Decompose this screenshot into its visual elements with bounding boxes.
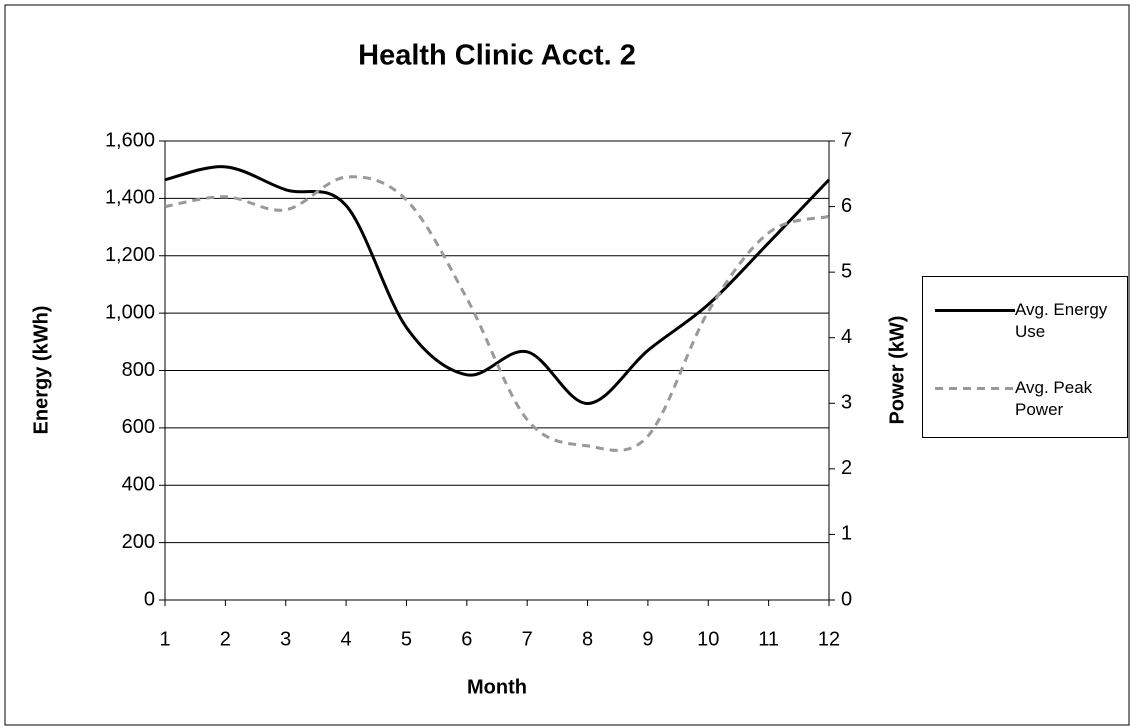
y2-tick-label: 6 [841, 195, 852, 217]
legend-label: Avg. Energy Use [1015, 300, 1108, 341]
x-tick-label: 3 [280, 628, 291, 650]
y2-tick-label: 3 [841, 392, 852, 414]
chart-border [4, 4, 1130, 726]
y2-tick-label: 5 [841, 260, 852, 282]
x-tick-label: 10 [697, 628, 719, 650]
x-tick-label: 12 [818, 628, 840, 650]
y-tick-label: 1,600 [105, 129, 155, 151]
x-tick-label: 11 [758, 628, 779, 650]
y-tick-label: 1,200 [105, 244, 155, 266]
x-tick-label: 2 [220, 628, 231, 650]
x-tick-label: 4 [341, 628, 352, 650]
legend-item: Avg. Energy Use [923, 299, 1129, 359]
x-tick-label: 1 [159, 628, 170, 650]
y-tick-label: 1,000 [105, 301, 155, 323]
x-tick-label: 9 [642, 628, 653, 650]
x-tick-label: 6 [461, 628, 472, 650]
y-axis-label: Energy (kWh) [30, 306, 52, 435]
legend: Avg. Energy Use Avg. Peak Power [922, 276, 1128, 438]
y2-tick-label: 4 [841, 326, 852, 348]
y2-tick-label: 1 [841, 523, 852, 545]
legend-swatch [935, 309, 1015, 312]
chart-title: Health Clinic Acct. 2 [358, 40, 636, 72]
legend-swatch [935, 387, 1015, 390]
legend-item: Avg. Peak Power [923, 377, 1129, 437]
y-tick-label: 800 [122, 359, 155, 381]
x-tick-label: 8 [582, 628, 593, 650]
x-tick-label: 5 [401, 628, 412, 650]
data-line [164, 165, 831, 405]
x-axis-label: Month [467, 676, 527, 698]
legend-label: Avg. Peak Power [1015, 378, 1093, 419]
y-tick-label: 400 [122, 474, 155, 496]
x-tick-label: 7 [522, 628, 533, 650]
y2-tick-label: 7 [841, 129, 852, 151]
y-tick-label: 1,400 [105, 187, 155, 209]
y2-tick-label: 0 [841, 588, 852, 610]
y-tick-label: 0 [144, 588, 155, 610]
y-tick-label: 600 [122, 416, 155, 438]
y-tick-label: 200 [122, 531, 155, 553]
y2-tick-label: 2 [841, 457, 852, 479]
y2-axis-label: Power (kW) [886, 316, 908, 425]
